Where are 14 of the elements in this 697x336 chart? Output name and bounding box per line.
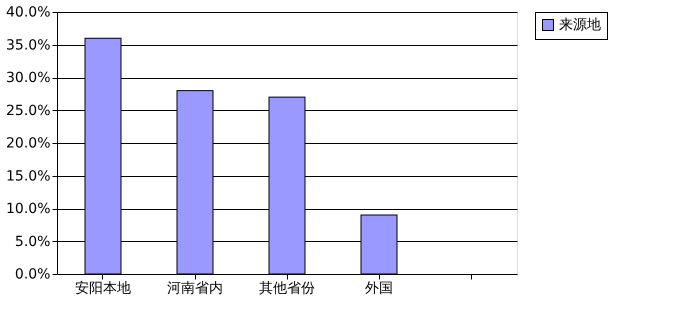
legend-label: 来源地 bbox=[559, 17, 601, 33]
y-tick-label: 35.0% bbox=[6, 37, 50, 54]
y-tick-label: 30.0% bbox=[6, 70, 50, 86]
x-tick-label: 安阳本地 bbox=[75, 280, 131, 296]
y-tick-label: 5.0% bbox=[14, 234, 50, 250]
y-tick-label: 25.0% bbox=[6, 102, 50, 119]
x-tick-label: 其他省份 bbox=[259, 280, 315, 296]
y-tick-label: 20.0% bbox=[6, 136, 50, 152]
x-tick-label: 河南省内 bbox=[167, 280, 223, 296]
y-tick-label: 10.0% bbox=[6, 201, 50, 217]
y-tick-label: 0.0% bbox=[14, 266, 50, 282]
y-tick-label: 15.0% bbox=[6, 168, 50, 184]
x-tick-label: 外国 bbox=[365, 280, 393, 296]
y-tick-label: 40.0% bbox=[6, 4, 50, 20]
